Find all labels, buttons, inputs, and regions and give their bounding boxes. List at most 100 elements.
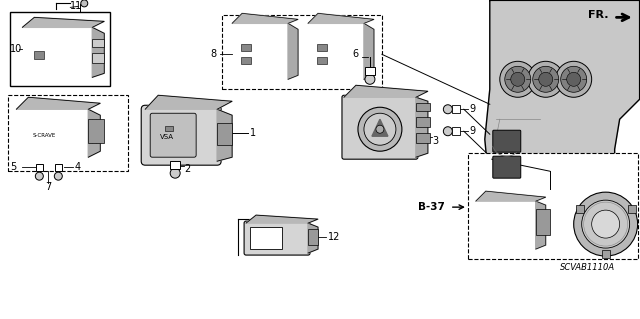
Text: SCVAB1110A: SCVAB1110A — [560, 263, 615, 271]
Circle shape — [582, 200, 630, 248]
Text: 4: 4 — [74, 162, 81, 172]
FancyBboxPatch shape — [13, 106, 92, 160]
Bar — [452, 105, 460, 113]
FancyBboxPatch shape — [20, 113, 64, 153]
FancyBboxPatch shape — [493, 156, 521, 178]
Bar — [8, 95, 128, 171]
Circle shape — [561, 66, 587, 92]
FancyBboxPatch shape — [26, 31, 68, 73]
Polygon shape — [308, 13, 374, 23]
Text: 5: 5 — [10, 162, 17, 172]
Circle shape — [566, 72, 580, 86]
Bar — [217, 123, 232, 145]
Polygon shape — [17, 97, 100, 109]
Bar — [170, 161, 180, 169]
Circle shape — [364, 113, 396, 145]
Circle shape — [54, 172, 62, 180]
Circle shape — [444, 105, 452, 114]
Bar — [241, 57, 251, 64]
FancyBboxPatch shape — [493, 130, 521, 152]
Polygon shape — [92, 27, 104, 77]
Bar — [317, 44, 327, 51]
Bar — [416, 117, 430, 127]
Circle shape — [444, 127, 452, 136]
Text: 1: 1 — [250, 128, 256, 138]
Circle shape — [500, 61, 536, 97]
Bar — [241, 44, 251, 51]
Circle shape — [358, 107, 402, 151]
Bar — [92, 53, 104, 63]
Bar — [576, 205, 584, 213]
Circle shape — [35, 172, 44, 180]
Circle shape — [591, 210, 620, 238]
Bar — [365, 67, 375, 75]
Text: B-37: B-37 — [418, 202, 445, 212]
Bar — [10, 12, 110, 86]
Bar — [35, 51, 44, 59]
Text: 3: 3 — [432, 136, 438, 146]
FancyBboxPatch shape — [229, 20, 291, 82]
FancyBboxPatch shape — [236, 29, 272, 75]
Polygon shape — [308, 223, 318, 253]
Text: 2: 2 — [184, 164, 191, 174]
Bar — [308, 229, 318, 245]
Circle shape — [505, 66, 531, 92]
Bar — [416, 133, 430, 143]
Circle shape — [528, 61, 564, 97]
Bar — [416, 103, 430, 111]
Bar — [602, 250, 610, 258]
Bar — [250, 227, 282, 249]
Polygon shape — [88, 109, 100, 157]
Polygon shape — [145, 95, 232, 109]
Circle shape — [532, 66, 559, 92]
Polygon shape — [246, 215, 318, 223]
Polygon shape — [288, 23, 298, 79]
Text: 9: 9 — [470, 104, 476, 114]
Polygon shape — [217, 109, 232, 161]
FancyBboxPatch shape — [19, 24, 95, 80]
FancyBboxPatch shape — [141, 105, 221, 165]
Polygon shape — [372, 119, 388, 136]
Bar — [452, 127, 460, 135]
Bar — [88, 119, 104, 143]
Text: 9: 9 — [470, 126, 476, 136]
Text: VSA: VSA — [160, 134, 174, 140]
Circle shape — [376, 125, 384, 133]
Circle shape — [511, 72, 525, 86]
Polygon shape — [344, 85, 428, 97]
Bar — [628, 205, 636, 213]
Text: 6: 6 — [352, 49, 358, 59]
Bar — [165, 126, 173, 131]
Polygon shape — [485, 0, 639, 223]
Text: FR.: FR. — [588, 10, 608, 20]
Polygon shape — [476, 191, 546, 201]
Bar — [55, 164, 62, 171]
Circle shape — [81, 0, 88, 7]
Bar — [468, 153, 637, 259]
Bar — [222, 15, 382, 89]
Text: 12: 12 — [328, 232, 340, 242]
FancyBboxPatch shape — [312, 29, 348, 75]
FancyBboxPatch shape — [150, 113, 196, 157]
Bar — [36, 164, 44, 171]
FancyBboxPatch shape — [342, 95, 418, 159]
FancyBboxPatch shape — [305, 20, 367, 82]
Circle shape — [539, 72, 553, 86]
Polygon shape — [416, 97, 428, 157]
Circle shape — [556, 61, 591, 97]
Circle shape — [365, 74, 375, 84]
Text: 8: 8 — [210, 49, 216, 59]
Text: 7: 7 — [45, 182, 51, 192]
Bar — [317, 57, 327, 64]
Polygon shape — [22, 17, 104, 27]
Bar — [92, 39, 104, 47]
Circle shape — [573, 192, 637, 256]
Text: S-CRAVE: S-CRAVE — [33, 133, 56, 138]
Polygon shape — [364, 23, 374, 79]
Polygon shape — [232, 13, 298, 23]
Polygon shape — [536, 201, 546, 249]
Bar — [536, 209, 550, 235]
Text: 10: 10 — [10, 44, 22, 54]
FancyBboxPatch shape — [480, 205, 516, 245]
FancyBboxPatch shape — [473, 198, 539, 252]
